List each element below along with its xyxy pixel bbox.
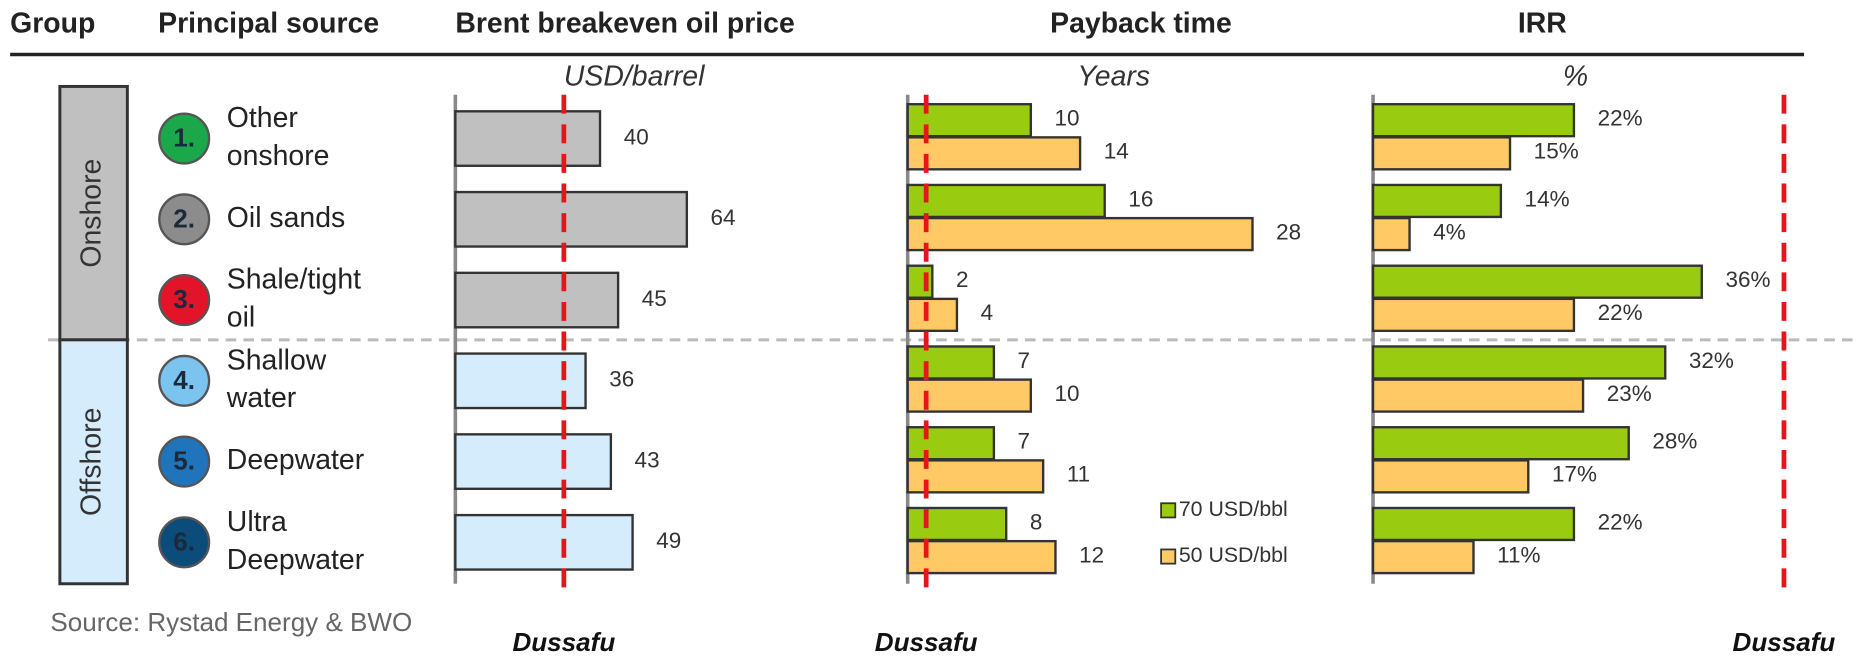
bar xyxy=(906,216,1254,252)
bar xyxy=(906,426,996,461)
source-badge xyxy=(158,516,211,569)
value-label: 36% xyxy=(1725,267,1770,292)
source-number: 2. xyxy=(173,203,195,233)
reference-label: Dussafu xyxy=(1733,627,1836,656)
value-label: 11 xyxy=(1067,462,1090,487)
source-name: oil xyxy=(227,302,255,334)
value-label: 15% xyxy=(1534,139,1579,164)
column-header: Group xyxy=(10,7,95,39)
bar xyxy=(906,459,1045,494)
reference-label: Dussafu xyxy=(875,627,978,656)
source-number: 1. xyxy=(173,123,195,153)
source-name: water xyxy=(226,382,296,414)
bar xyxy=(906,183,1106,219)
source-note: Source: Rystad Energy & BWO xyxy=(50,607,412,637)
bar xyxy=(1371,136,1512,171)
bar xyxy=(906,264,934,299)
bar xyxy=(1371,506,1576,542)
source-number: 4. xyxy=(173,365,195,395)
source-number: 3. xyxy=(173,284,195,314)
bar xyxy=(906,297,959,333)
bar xyxy=(454,110,602,167)
value-label: 16 xyxy=(1128,186,1153,211)
unit-label: Years xyxy=(1077,61,1150,93)
bar xyxy=(1371,345,1667,380)
column-header: Brent breakeven oil price xyxy=(455,7,794,39)
value-label: 32% xyxy=(1689,348,1734,373)
source-name: Deepwater xyxy=(227,544,364,576)
bar xyxy=(1371,378,1585,413)
value-label: 45 xyxy=(642,286,667,311)
source-number: 5. xyxy=(173,446,195,476)
legend-swatch xyxy=(1160,502,1177,519)
value-label: 7 xyxy=(1018,348,1031,373)
source-number: 6. xyxy=(173,526,195,556)
bar xyxy=(1371,297,1576,333)
bar xyxy=(454,271,620,329)
source-badge xyxy=(158,112,211,165)
bar xyxy=(1371,216,1411,252)
bar xyxy=(1371,103,1576,138)
bar xyxy=(1371,426,1630,461)
source-name: Other xyxy=(227,102,298,134)
bar xyxy=(906,136,1082,171)
value-label: 10 xyxy=(1055,106,1080,131)
value-label: 28% xyxy=(1652,429,1697,454)
value-label: 22% xyxy=(1598,509,1643,534)
value-label: 40 xyxy=(624,124,649,149)
value-label: 49 xyxy=(656,528,681,553)
bar xyxy=(906,539,1057,575)
value-label: 23% xyxy=(1607,381,1652,406)
value-label: 4 xyxy=(981,300,994,325)
value-label: 28 xyxy=(1276,219,1301,244)
column-header: Payback time xyxy=(1050,7,1232,39)
group-box xyxy=(58,338,129,586)
source-name: Deepwater xyxy=(227,444,364,476)
bar xyxy=(1371,264,1703,299)
value-label: 4% xyxy=(1433,219,1466,244)
value-label: 14% xyxy=(1525,186,1570,211)
reference-label: Dussafu xyxy=(512,627,615,656)
unit-label: USD/barrel xyxy=(564,61,705,93)
value-label: 12 xyxy=(1079,542,1104,567)
bar xyxy=(1371,183,1503,219)
source-name: Shale/tight xyxy=(227,264,361,296)
bar xyxy=(906,506,1008,542)
value-label: 10 xyxy=(1055,381,1080,406)
value-label: 17% xyxy=(1552,462,1597,487)
source-badge xyxy=(158,354,211,407)
bar xyxy=(454,513,634,571)
legend-swatch xyxy=(1160,548,1177,565)
group-label: Onshore xyxy=(76,159,108,268)
legend-label: 50 USD/bbl xyxy=(1179,543,1288,567)
value-label: 7 xyxy=(1018,429,1031,454)
value-label: 36 xyxy=(609,367,634,392)
value-label: 22% xyxy=(1598,106,1643,131)
column-header: Principal source xyxy=(158,7,379,39)
bar xyxy=(906,345,996,380)
value-label: 14 xyxy=(1104,139,1129,164)
bar xyxy=(454,190,689,248)
value-label: 11% xyxy=(1497,542,1540,567)
bar xyxy=(1371,459,1530,494)
value-label: 43 xyxy=(635,448,660,473)
unit-label: % xyxy=(1563,61,1588,93)
source-badge xyxy=(158,274,211,327)
legend-label: 70 USD/bbl xyxy=(1179,497,1288,521)
source-name: Oil sands xyxy=(227,202,345,234)
source-badge xyxy=(158,193,211,246)
bar xyxy=(1371,539,1475,575)
source-name: onshore xyxy=(227,140,330,172)
value-label: 2 xyxy=(956,267,969,292)
column-header: IRR xyxy=(1518,7,1567,39)
source-badge xyxy=(158,435,211,488)
value-label: 22% xyxy=(1598,300,1643,325)
bar xyxy=(454,433,613,490)
source-name: Ultra xyxy=(227,506,287,538)
value-label: 64 xyxy=(711,205,736,230)
value-label: 8 xyxy=(1030,509,1043,534)
group-label: Offshore xyxy=(76,408,108,516)
source-name: Shallow xyxy=(227,344,327,376)
